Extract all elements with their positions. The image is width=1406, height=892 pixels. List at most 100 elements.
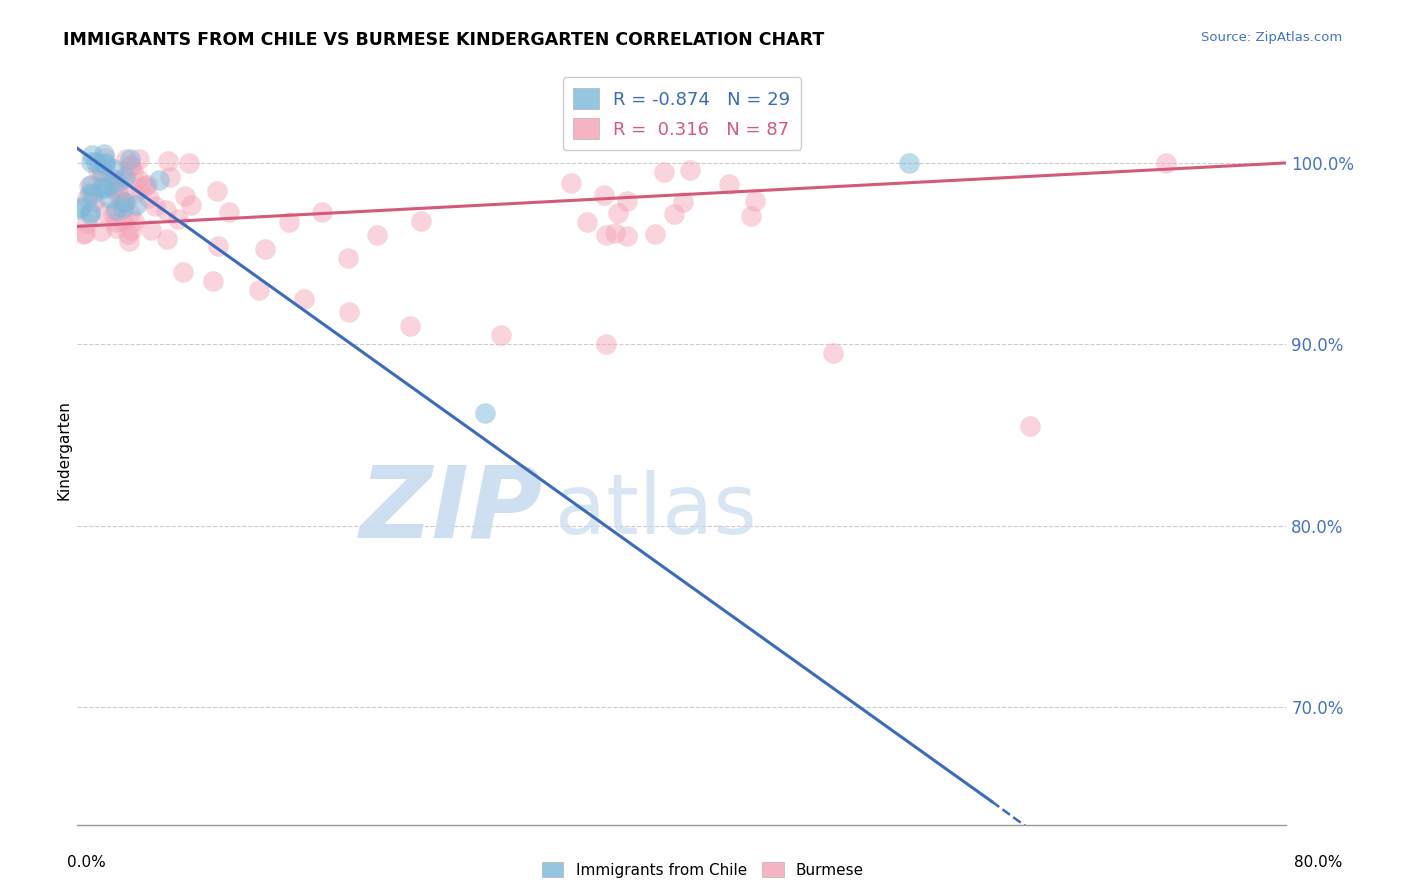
Point [80,178,103,193]
Text: atlas: atlas [555,470,756,551]
Point [91,169,114,183]
Point [67,202,90,216]
Point [167,212,190,227]
Point [202,274,225,288]
Point [91,164,114,178]
Point [148,172,170,186]
Point [79,204,101,219]
Point [292,292,315,306]
Point [118,205,141,219]
Point [134,179,156,194]
Legend: R = -0.874   N = 29, R =  0.316   N = 87: R = -0.874 N = 29, R = 0.316 N = 87 [562,78,801,150]
Point [180,198,202,212]
Point [616,228,638,243]
Point [120,159,142,173]
Point [115,152,138,166]
Point [70,200,93,214]
Point [97,178,120,192]
Point [172,265,194,279]
Point [740,209,762,223]
Point [337,252,360,266]
Point [606,206,628,220]
Point [84,154,107,169]
Point [135,178,157,193]
Point [366,228,388,243]
Point [94,158,117,172]
Point [145,199,167,213]
Point [644,227,666,241]
Text: Source: ZipAtlas.com: Source: ZipAtlas.com [1202,31,1343,45]
Point [678,163,700,178]
Point [79,155,101,169]
Point [205,184,228,198]
Point [718,177,741,191]
Point [94,151,117,165]
Point [155,202,177,217]
Point [138,191,160,205]
Point [107,182,129,196]
Point [87,164,110,178]
Point [173,189,195,203]
Point [311,204,333,219]
Point [218,205,240,219]
Point [278,214,301,228]
Point [103,162,125,177]
Point [75,226,97,240]
Point [108,189,131,203]
Point [112,194,135,209]
Text: 80.0%: 80.0% [1295,855,1343,870]
Point [101,207,124,221]
Point [118,235,141,249]
Point [120,153,142,167]
Point [662,206,685,220]
Point [114,195,136,210]
Point [560,176,582,190]
Point [94,204,117,219]
Point [337,304,360,318]
Point [1018,419,1040,434]
Point [111,194,134,209]
Point [576,215,599,229]
Point [595,337,617,351]
Point [79,186,101,200]
Text: ZIP: ZIP [360,462,543,559]
Point [97,191,120,205]
Point [744,194,766,209]
Point [103,174,125,188]
Point [122,214,145,228]
Point [111,201,134,215]
Point [77,178,100,193]
Point [120,222,142,236]
Point [128,153,150,167]
Point [253,242,276,256]
Point [122,164,145,178]
Point [159,169,181,184]
Point [79,207,101,221]
Point [105,202,128,217]
Point [80,148,103,162]
Point [117,227,139,241]
Point [107,175,129,189]
Legend: Immigrants from Chile, Burmese: Immigrants from Chile, Burmese [536,855,870,884]
Point [489,328,512,343]
Point [82,186,104,201]
Text: 0.0%: 0.0% [67,855,107,870]
Point [76,190,98,204]
Point [139,223,162,237]
Point [156,154,179,169]
Point [654,165,676,179]
Point [105,220,128,235]
Point [83,194,105,209]
Point [104,215,127,229]
Point [103,171,125,186]
Y-axis label: Kindergarten: Kindergarten [56,401,72,500]
Point [409,214,432,228]
Point [616,194,638,208]
Point [474,406,496,420]
Point [128,180,150,194]
Point [124,186,146,201]
Point [114,169,136,184]
Point [103,181,125,195]
Point [110,172,132,186]
Point [127,171,149,186]
